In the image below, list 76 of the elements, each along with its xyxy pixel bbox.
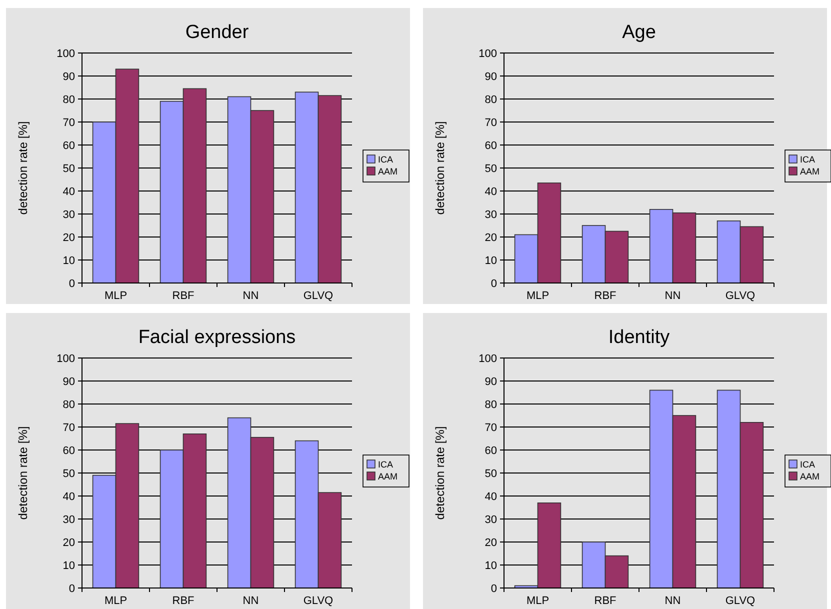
y-tick-label: 80	[62, 94, 75, 106]
y-tick-label: 10	[484, 255, 497, 267]
y-axis-title: detection rate [%]	[16, 426, 30, 520]
y-tick-label: 0	[68, 278, 75, 290]
x-tick-label: MLP	[104, 290, 128, 302]
y-tick-label: 20	[484, 232, 497, 244]
x-tick-label: MLP	[526, 595, 550, 607]
y-tick-label: 50	[484, 468, 497, 480]
y-tick-label: 100	[56, 48, 75, 60]
y-tick-label: 100	[478, 48, 497, 60]
x-tick-label: RBF	[594, 290, 617, 302]
y-tick-label: 70	[484, 117, 497, 129]
legend-label: ICA	[378, 460, 394, 470]
x-tick-label: GLVQ	[303, 595, 334, 607]
x-tick-label: NN	[664, 595, 681, 607]
legend-label: AAM	[378, 166, 398, 176]
y-tick-label: 90	[62, 71, 75, 83]
y-tick-label: 20	[484, 537, 497, 549]
y-tick-label: 10	[484, 560, 497, 572]
y-tick-label: 40	[62, 186, 75, 198]
y-axis-title: detection rate [%]	[433, 426, 447, 520]
y-tick-label: 90	[484, 376, 497, 388]
chart-title: Facial expressions	[138, 327, 296, 348]
chart-title: Identity	[608, 327, 670, 348]
legend-label: AAM	[800, 472, 820, 482]
chart-title: Gender	[185, 22, 250, 43]
legend-label: AAM	[378, 472, 398, 482]
y-tick-label: 20	[62, 537, 75, 549]
legend-label: ICA	[800, 460, 816, 470]
y-tick-label: 70	[62, 117, 75, 129]
y-tick-label: 60	[484, 445, 497, 457]
x-tick-label: MLP	[104, 595, 128, 607]
x-tick-label: NN	[242, 595, 259, 607]
chart-title: Age	[622, 22, 656, 43]
y-tick-label: 60	[62, 140, 75, 152]
y-tick-label: 70	[484, 422, 497, 434]
y-tick-label: 50	[62, 468, 75, 480]
y-tick-label: 30	[62, 514, 75, 526]
y-tick-label: 90	[484, 71, 497, 83]
legend-label: ICA	[378, 154, 394, 164]
y-axis-title: detection rate [%]	[433, 121, 447, 215]
x-tick-label: GLVQ	[303, 290, 334, 302]
x-tick-label: RBF	[172, 595, 195, 607]
y-tick-label: 30	[62, 209, 75, 221]
x-tick-label: GLVQ	[725, 290, 756, 302]
y-axis-title: detection rate [%]	[16, 121, 30, 215]
y-tick-label: 10	[62, 255, 75, 267]
y-tick-label: 60	[62, 445, 75, 457]
y-tick-label: 10	[62, 560, 75, 572]
y-tick-label: 50	[62, 163, 75, 175]
x-tick-label: NN	[664, 290, 681, 302]
y-tick-label: 100	[56, 353, 75, 365]
x-tick-label: GLVQ	[725, 595, 756, 607]
y-tick-label: 30	[484, 514, 497, 526]
y-tick-label: 20	[62, 232, 75, 244]
x-tick-label: RBF	[172, 290, 195, 302]
y-tick-label: 80	[484, 399, 497, 411]
y-tick-label: 80	[484, 94, 497, 106]
y-tick-label: 70	[62, 422, 75, 434]
x-tick-label: RBF	[594, 595, 617, 607]
y-tick-label: 50	[484, 163, 497, 175]
y-tick-label: 0	[490, 278, 497, 290]
y-tick-label: 0	[490, 583, 497, 595]
legend-label: ICA	[800, 154, 816, 164]
y-tick-label: 30	[484, 209, 497, 221]
x-tick-label: MLP	[526, 290, 550, 302]
y-tick-label: 90	[62, 376, 75, 388]
y-tick-label: 40	[484, 186, 497, 198]
x-tick-label: NN	[242, 290, 259, 302]
y-tick-label: 80	[62, 399, 75, 411]
y-tick-label: 100	[478, 353, 497, 365]
legend-label: AAM	[800, 166, 820, 176]
y-tick-label: 40	[484, 491, 497, 503]
y-tick-label: 0	[68, 583, 75, 595]
y-tick-label: 40	[62, 491, 75, 503]
y-tick-label: 60	[484, 140, 497, 152]
